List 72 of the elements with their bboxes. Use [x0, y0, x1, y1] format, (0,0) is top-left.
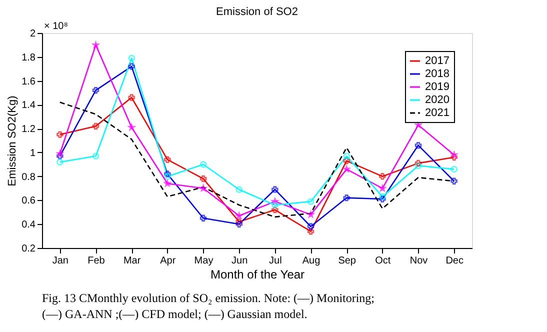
y-tick-label: 1.2 — [22, 124, 36, 136]
x-tick-label: Nov — [410, 256, 428, 266]
point — [414, 142, 422, 149]
chart-title: Emission of SO2 — [216, 6, 298, 18]
x-tick-label: May — [194, 256, 214, 266]
legend-label: 2021 — [425, 107, 450, 119]
x-tick-label: Oct — [375, 256, 391, 266]
x-tick-label: Jul — [269, 256, 282, 266]
point — [414, 162, 422, 169]
point — [379, 172, 386, 180]
point — [128, 54, 135, 62]
y-tick-label: 1.8 — [22, 52, 36, 64]
x-tick-label: Jun — [232, 256, 248, 266]
y-tick-label: 0.2 — [22, 244, 36, 254]
point — [236, 218, 242, 226]
caption: Fig. 13 CMonthly evolution of SO₂ emission. Note: (—) Monitoring; — [42, 291, 375, 305]
legend-label: 2019 — [425, 81, 450, 93]
x-tick-label: Jan — [52, 256, 68, 266]
x-tick-label: Feb — [88, 256, 106, 266]
y-tick-label: 1 — [30, 148, 36, 159]
legend-label: 2017 — [425, 55, 450, 67]
point — [450, 151, 458, 158]
point — [379, 184, 386, 192]
x-tick-label: Sep — [338, 256, 356, 266]
y-tick-label: 0.6 — [22, 196, 36, 207]
point — [56, 152, 64, 160]
point — [307, 198, 314, 205]
y-tick-label: 0.4 — [22, 220, 36, 231]
point — [343, 152, 350, 160]
point — [56, 131, 64, 138]
legend-label: 2020 — [425, 94, 450, 106]
point — [56, 150, 64, 156]
point — [307, 223, 314, 230]
point — [236, 212, 242, 219]
point — [164, 170, 171, 178]
point — [164, 180, 171, 186]
point — [92, 152, 100, 160]
point — [92, 86, 100, 94]
point — [307, 228, 314, 235]
point — [164, 156, 171, 163]
x-axis-title: Month of the Year — [210, 268, 305, 282]
x-tick-label: Mar — [123, 256, 142, 266]
point — [379, 196, 386, 202]
point — [379, 193, 386, 200]
y-tick-label: 1.4 — [22, 100, 36, 112]
point — [343, 194, 350, 202]
point — [128, 94, 135, 101]
point — [272, 202, 278, 208]
point — [343, 166, 350, 172]
point — [200, 175, 207, 182]
point — [272, 186, 278, 193]
point — [414, 160, 422, 167]
x-tick-label: Dec — [446, 256, 464, 266]
point — [236, 186, 242, 193]
y-tick-label: 0.8 — [22, 172, 36, 183]
x-tick-label: Apr — [160, 256, 176, 266]
y-tick-label: 2 — [30, 28, 36, 40]
point — [272, 206, 278, 214]
text: × 10⁸ — [44, 21, 68, 32]
y-tick-label: 1.6 — [22, 76, 36, 88]
point — [450, 154, 458, 161]
point — [128, 63, 135, 70]
point — [450, 178, 458, 184]
point — [200, 161, 207, 168]
point — [92, 122, 100, 130]
point — [200, 214, 207, 222]
point — [236, 220, 242, 228]
legend-label: 2018 — [425, 68, 450, 80]
point — [343, 157, 350, 164]
x-tick-label: Aug — [302, 256, 320, 266]
y-axis-title: Emission SO2(Kg) — [6, 96, 19, 186]
point — [164, 173, 171, 180]
